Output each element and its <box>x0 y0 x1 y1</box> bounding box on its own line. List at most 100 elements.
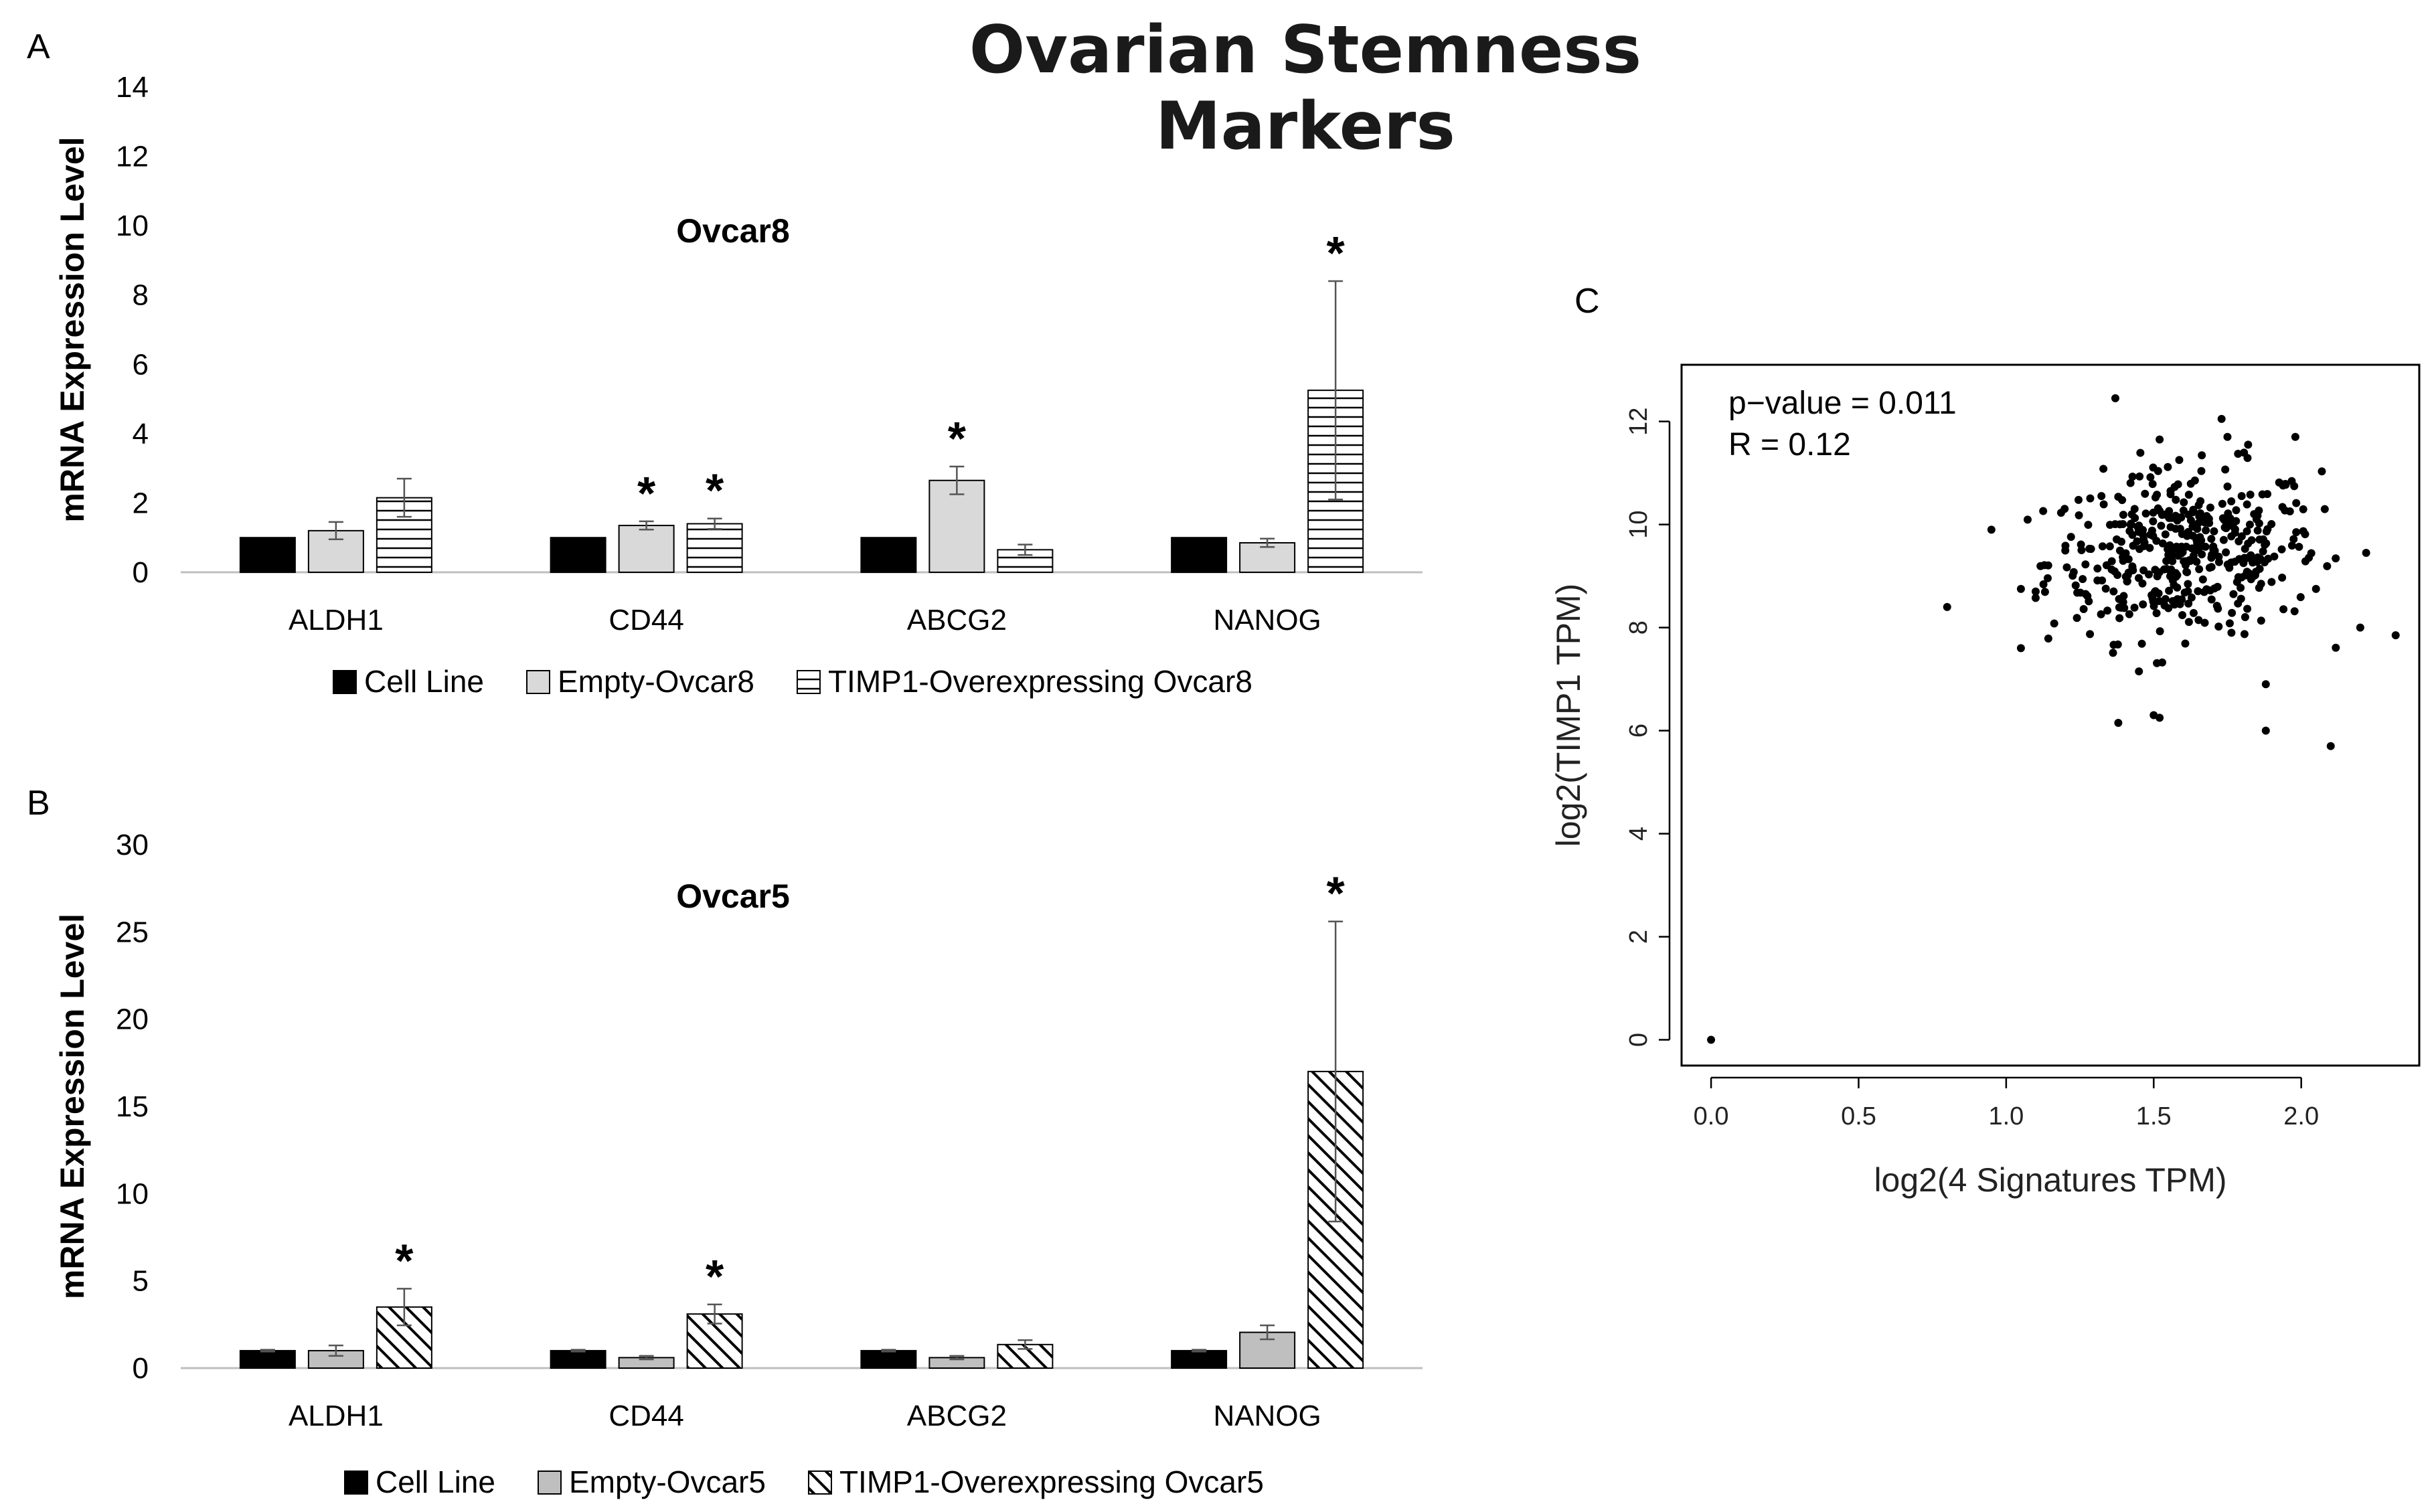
data-point <box>2155 596 2164 605</box>
y-tick-label: 10 <box>116 209 149 242</box>
data-point <box>2261 680 2270 689</box>
data-point <box>2023 515 2032 524</box>
data-point <box>2202 511 2211 520</box>
data-point <box>2107 557 2116 566</box>
data-point <box>2157 521 2166 530</box>
data-point <box>2259 547 2267 556</box>
data-point <box>2332 643 2340 652</box>
data-point <box>2262 539 2271 548</box>
data-point <box>2263 525 2272 533</box>
significance-star: * <box>706 465 724 517</box>
category-label: ABCG2 <box>907 1400 1007 1432</box>
data-point <box>2256 554 2265 563</box>
data-point <box>2153 491 2162 499</box>
data-point <box>2181 639 2190 648</box>
data-point <box>2234 449 2243 458</box>
data-point <box>2184 580 2192 588</box>
data-point <box>2244 440 2253 449</box>
data-point <box>2119 511 2127 519</box>
data-point <box>2135 574 2143 582</box>
data-point <box>2182 542 2190 551</box>
data-point <box>2239 559 2248 568</box>
data-point <box>2039 580 2048 589</box>
data-point <box>2115 594 2123 603</box>
bar <box>1171 1349 1228 1369</box>
y-tick-label: 0 <box>133 556 149 589</box>
data-point <box>2232 578 2241 586</box>
data-point <box>2110 567 2119 576</box>
data-point <box>2184 599 2193 608</box>
data-point <box>2039 507 2048 515</box>
data-point <box>2145 570 2154 579</box>
x-tick-label: 0.5 <box>1841 1102 1876 1130</box>
data-point <box>2291 432 2299 441</box>
panel-letter-c: C <box>1574 282 1600 321</box>
data-point <box>2227 628 2236 637</box>
data-point <box>2198 550 2206 559</box>
data-point <box>2261 726 2270 735</box>
data-point <box>2223 482 2232 491</box>
data-point <box>2257 580 2265 588</box>
data-point <box>2180 588 2189 597</box>
data-point <box>2323 562 2332 570</box>
y-tick-label: 8 <box>133 279 149 312</box>
data-point <box>2151 587 2160 596</box>
chart-title: Ovcar8 <box>676 212 790 250</box>
data-point <box>2101 584 2110 593</box>
data-point <box>2168 557 2177 566</box>
data-point <box>2279 605 2288 614</box>
data-point <box>2087 545 2095 554</box>
category-label: CD44 <box>608 604 684 637</box>
data-point <box>2145 543 2154 552</box>
data-point <box>2130 603 2139 612</box>
data-point <box>2255 564 2264 573</box>
data-point <box>2245 569 2253 578</box>
chart-title: Ovcar5 <box>676 877 790 915</box>
data-point <box>2258 490 2267 499</box>
data-point <box>2232 506 2241 515</box>
data-point <box>2198 575 2207 584</box>
data-point <box>2240 630 2249 639</box>
data-point <box>2085 597 2093 606</box>
data-point <box>2295 543 2303 552</box>
data-point <box>2201 542 2210 551</box>
data-point <box>2223 432 2232 441</box>
data-point <box>2182 557 2190 566</box>
y-tick-label: 6 <box>1625 724 1653 738</box>
category-label: NANOG <box>1213 604 1321 637</box>
data-point <box>2136 448 2145 457</box>
data-point <box>2125 610 2133 618</box>
data-point <box>2305 554 2313 562</box>
x-tick-label: 0.0 <box>1694 1102 1729 1130</box>
data-point <box>2155 568 2164 577</box>
data-point <box>2071 581 2080 590</box>
legend-swatch <box>344 1471 368 1495</box>
legend-label: Cell Line <box>376 1464 495 1499</box>
x-tick-label: 2.0 <box>2283 1102 2319 1130</box>
category-label: ALDH1 <box>289 604 384 637</box>
data-point <box>2207 563 2216 572</box>
category-label: ALDH1 <box>289 1400 384 1432</box>
data-point <box>2180 498 2188 507</box>
data-point <box>2105 542 2114 551</box>
y-tick-label: 5 <box>133 1265 149 1298</box>
data-point <box>2149 508 2158 517</box>
data-point <box>2210 547 2219 556</box>
data-point <box>2318 467 2326 476</box>
data-point <box>1707 1035 1716 1044</box>
data-point <box>2084 521 2093 529</box>
y-tick-label: 12 <box>116 141 149 173</box>
data-point <box>2200 588 2208 596</box>
data-point <box>2198 451 2206 460</box>
data-point <box>2289 535 2298 543</box>
data-point <box>2277 545 2286 554</box>
data-point <box>2184 618 2193 626</box>
y-tick-label: 14 <box>116 71 149 104</box>
data-point <box>2264 554 2273 563</box>
y-tick-label: 25 <box>116 916 149 948</box>
data-point <box>2160 510 2169 519</box>
data-point <box>2031 594 2040 602</box>
significance-star: * <box>637 467 656 519</box>
data-point <box>2077 540 2085 549</box>
legend-swatch <box>538 1471 562 1495</box>
